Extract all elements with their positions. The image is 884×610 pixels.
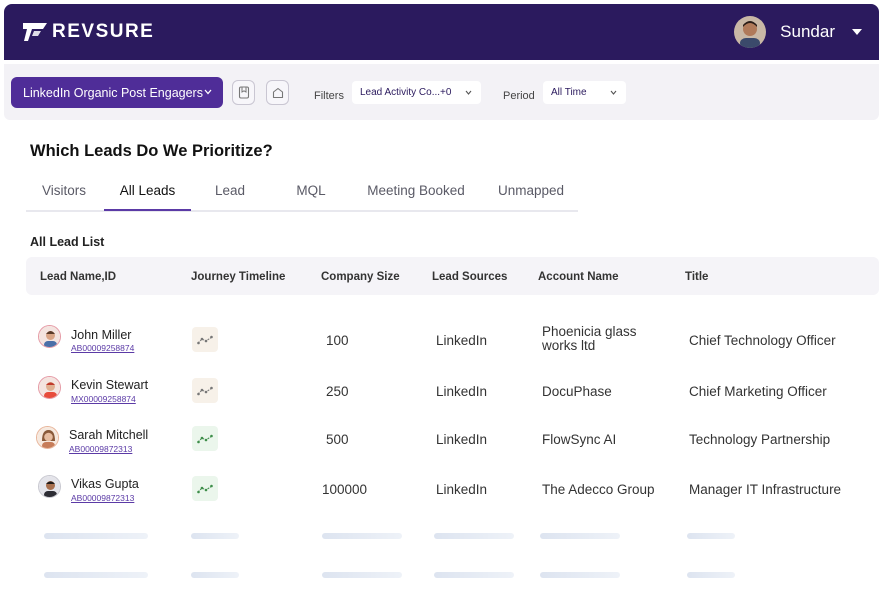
journey-timeline-button[interactable]: [192, 327, 218, 352]
column-header-lead-name[interactable]: Lead Name,ID: [40, 271, 117, 283]
brand-logo[interactable]: REVSURE: [22, 20, 154, 44]
skeleton-bar: [322, 572, 402, 578]
user-name: Sundar: [780, 22, 835, 41]
chevron-down-icon: [204, 89, 212, 95]
skeleton-bar: [434, 572, 514, 578]
journey-line-icon: [197, 335, 213, 344]
filters-value: Lead Activity Co...+0: [360, 87, 452, 98]
home-button[interactable]: [266, 80, 289, 105]
lead-source: LinkedIn: [436, 482, 488, 497]
skeleton-bar: [322, 533, 402, 539]
lead-name: Kevin Stewart: [71, 378, 149, 392]
lead-name: John Miller: [71, 328, 132, 342]
lead-id-link[interactable]: AB00009872313: [71, 493, 135, 503]
segment-label: LinkedIn Organic Post Engagers: [23, 85, 203, 100]
account-name: FlowSync AI: [542, 432, 617, 447]
column-header-lead-sources[interactable]: Lead Sources: [432, 271, 508, 283]
filters-label: Filters: [314, 90, 344, 102]
lead-source: LinkedIn: [436, 432, 488, 447]
column-header-company-size[interactable]: Company Size: [321, 271, 400, 283]
revsure-logo-icon: [23, 23, 47, 41]
lead-title: Chief Marketing Officer: [689, 384, 827, 399]
journey-line-icon: [197, 484, 213, 493]
lead-title: Manager IT Infrastructure: [689, 482, 842, 497]
skeleton-bar: [191, 572, 239, 578]
section-title: All Lead List: [30, 235, 105, 249]
company-size: 100: [326, 333, 349, 348]
lead-name: Vikas Gupta: [71, 477, 139, 491]
user-menu[interactable]: Sundar: [734, 14, 863, 50]
user-avatar: [734, 16, 767, 48]
account-name: DocuPhase: [542, 384, 612, 399]
table-row[interactable]: Sarah Mitchell AB00009872313 500 LinkedI…: [26, 417, 879, 457]
brand-name: REVSURE: [52, 21, 155, 42]
period-label: Period: [503, 90, 535, 102]
company-size: 250: [326, 384, 349, 399]
avatar: [36, 426, 59, 449]
journey-timeline-button[interactable]: [192, 426, 218, 451]
avatar: [38, 376, 61, 399]
period-dropdown[interactable]: All Time: [543, 81, 626, 104]
account-name: The Adecco Group: [542, 482, 655, 497]
lead-source: LinkedIn: [436, 384, 488, 399]
chevron-down-icon: [610, 90, 617, 95]
filters-dropdown[interactable]: Lead Activity Co...+0: [352, 81, 481, 104]
table-row[interactable]: Vikas Gupta AB00009872313 100000 LinkedI…: [26, 466, 879, 506]
filter-bar: LinkedIn Organic Post Engagers Filters L…: [4, 64, 879, 120]
lead-name: Sarah Mitchell: [69, 428, 149, 442]
home-icon: [272, 87, 283, 98]
bookmark-icon: [238, 86, 249, 99]
tab-meeting-booked[interactable]: Meeting Booked: [367, 183, 465, 198]
tab-unmapped[interactable]: Unmapped: [497, 183, 565, 198]
skeleton-bar: [687, 572, 735, 578]
column-header-title[interactable]: Title: [685, 271, 709, 283]
skeleton-bar: [540, 533, 620, 539]
column-header-journey[interactable]: Journey Timeline: [191, 271, 286, 283]
table-header: Lead Name,ID Journey Timeline Company Si…: [26, 257, 879, 295]
table-row[interactable]: Kevin Stewart MX00009258874 250 LinkedIn…: [26, 368, 879, 408]
lead-title: Technology Partnership: [689, 432, 831, 447]
skeleton-bar: [44, 572, 148, 578]
table-row[interactable]: John Miller AB00009258874 100 LinkedIn P…: [26, 317, 879, 357]
lead-source: LinkedIn: [436, 333, 488, 348]
lead-title: Chief Technology Officer: [689, 333, 836, 348]
skeleton-bar: [434, 533, 514, 539]
journey-line-icon: [197, 434, 213, 443]
skeleton-bar: [540, 572, 620, 578]
period-value: All Time: [551, 87, 587, 98]
column-header-account-name[interactable]: Account Name: [538, 271, 619, 283]
avatar: [38, 325, 61, 348]
chevron-down-icon: [465, 90, 472, 95]
lead-tabs: Visitors All Leads Lead MQL Meeting Book…: [26, 180, 578, 212]
tab-lead[interactable]: Lead: [215, 183, 246, 198]
bookmark-button[interactable]: [232, 80, 255, 105]
top-header: REVSURE Sundar: [4, 4, 879, 60]
page-title: Which Leads Do We Prioritize?: [30, 142, 273, 160]
lead-id-link[interactable]: AB00009258874: [71, 343, 135, 353]
skeleton-bar: [687, 533, 735, 539]
company-size: 500: [326, 432, 349, 447]
tab-mql[interactable]: MQL: [296, 183, 326, 198]
segment-dropdown[interactable]: LinkedIn Organic Post Engagers: [11, 77, 223, 108]
journey-timeline-button[interactable]: [192, 378, 218, 403]
tab-all-leads[interactable]: All Leads: [104, 183, 191, 211]
journey-line-icon: [197, 386, 213, 395]
journey-timeline-button[interactable]: [192, 476, 218, 501]
chevron-down-icon: [852, 29, 862, 35]
skeleton-bar: [44, 533, 148, 539]
account-name: Phoenicia glass works ltd: [542, 324, 637, 353]
company-size: 100000: [322, 482, 368, 497]
lead-id-link[interactable]: AB00009872313: [69, 444, 133, 454]
tab-visitors[interactable]: Visitors: [42, 183, 87, 198]
lead-id-link[interactable]: MX00009258874: [71, 394, 136, 404]
app-frame: REVSURE Sundar LinkedIn Organic Post Eng…: [4, 4, 879, 604]
avatar: [38, 475, 61, 498]
skeleton-bar: [191, 533, 239, 539]
